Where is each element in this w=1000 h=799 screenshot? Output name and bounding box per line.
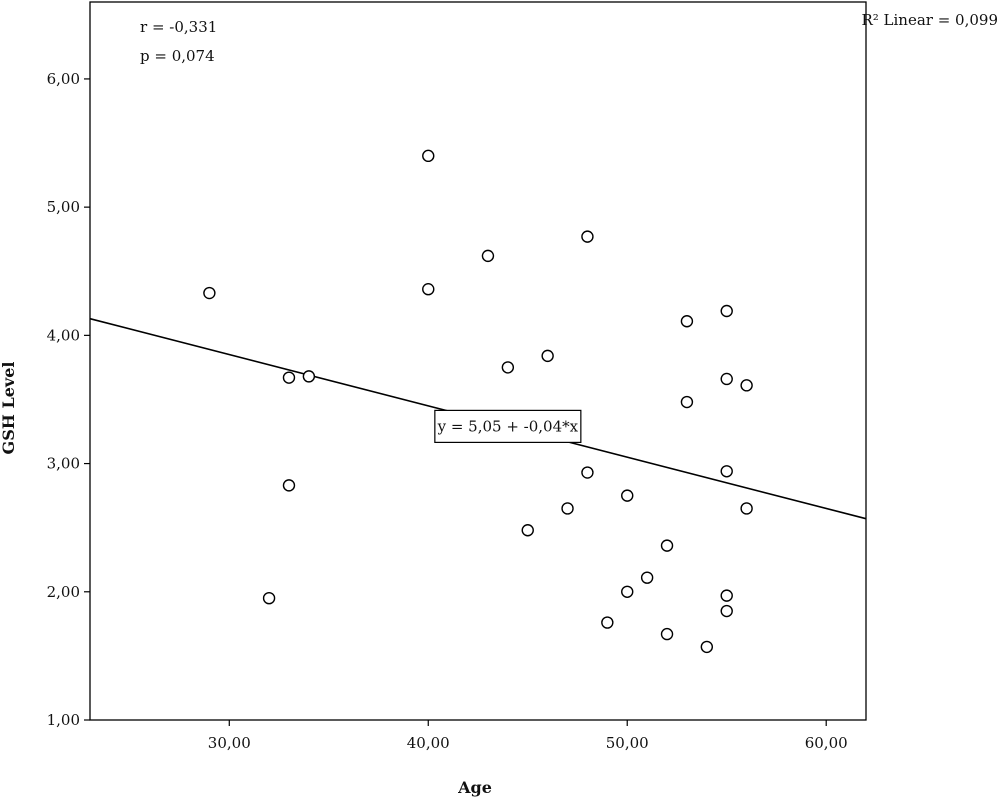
x-axis-title: Age bbox=[457, 778, 492, 797]
data-point bbox=[740, 379, 753, 392]
data-point bbox=[282, 479, 296, 492]
equation-label: y = 5,05 + -0,04*x bbox=[437, 417, 579, 435]
data-point bbox=[720, 604, 733, 618]
data-point bbox=[660, 539, 674, 552]
data-point bbox=[521, 524, 534, 537]
data-point bbox=[581, 466, 594, 479]
data-point bbox=[700, 640, 714, 654]
r2-linear-annotation: R² Linear = 0,099 bbox=[861, 11, 998, 29]
p-annotation: p = 0,074 bbox=[140, 47, 215, 65]
y-tick-label: 5,00 bbox=[47, 198, 80, 216]
x-tick-label: 30,00 bbox=[208, 734, 251, 752]
y-tick-label: 2,00 bbox=[47, 583, 80, 601]
x-tick-label: 50,00 bbox=[606, 734, 649, 752]
x-tick-label: 40,00 bbox=[407, 734, 450, 752]
data-point bbox=[302, 370, 316, 383]
data-point bbox=[720, 372, 733, 386]
data-point bbox=[740, 502, 753, 515]
data-point bbox=[680, 315, 694, 328]
axis-ticks: 1,00 2,00 3,00 4,00 5,00 6,00 30,00 40,00 50,00 6… bbox=[47, 70, 848, 752]
data-point bbox=[621, 585, 634, 598]
plot-frame bbox=[89, 1, 867, 721]
data-point bbox=[720, 304, 733, 318]
data-point bbox=[541, 349, 554, 363]
y-tick-label: 1,00 bbox=[47, 711, 80, 729]
y-axis-title: GSH Level bbox=[0, 362, 18, 455]
x-tick-label: 60,00 bbox=[805, 734, 848, 752]
data-point bbox=[282, 371, 296, 384]
data-point bbox=[680, 395, 694, 409]
data-point bbox=[720, 589, 733, 602]
data-point bbox=[720, 465, 733, 478]
data-point bbox=[262, 591, 276, 605]
data-points bbox=[203, 149, 753, 654]
data-point bbox=[481, 249, 495, 263]
data-point bbox=[581, 230, 594, 243]
data-point bbox=[660, 627, 674, 641]
y-tick-label: 4,00 bbox=[47, 326, 80, 344]
data-point bbox=[422, 149, 435, 163]
data-point bbox=[203, 286, 216, 300]
data-point bbox=[621, 489, 634, 502]
data-point bbox=[422, 283, 435, 296]
regression-layer: y = 5,05 + -0,04*x bbox=[89, 317, 867, 520]
data-point bbox=[501, 361, 515, 374]
y-tick-label: 3,00 bbox=[47, 455, 80, 473]
y-tick-label: 6,00 bbox=[47, 70, 80, 88]
data-point bbox=[561, 502, 574, 515]
r-annotation: r = -0,331 bbox=[140, 18, 217, 36]
data-point bbox=[601, 616, 614, 629]
equation-box bbox=[434, 409, 582, 443]
data-point bbox=[640, 571, 654, 584]
